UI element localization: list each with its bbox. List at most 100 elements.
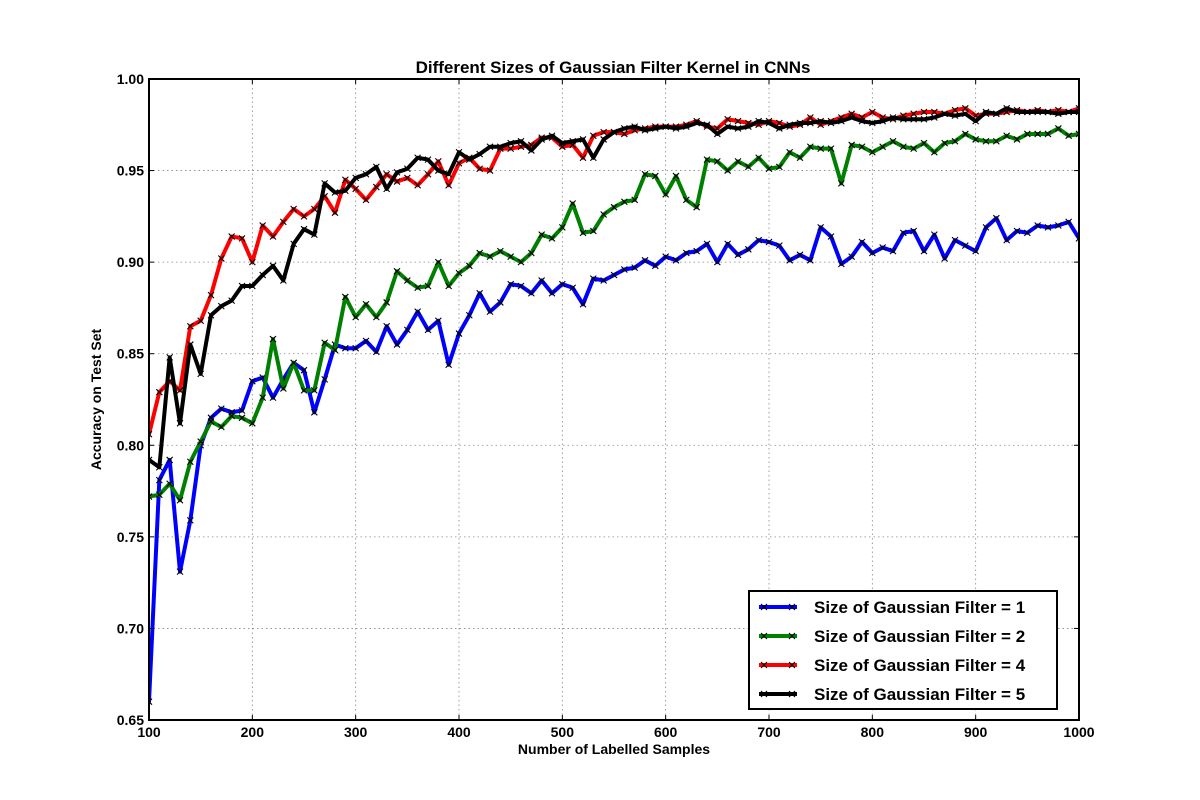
data-point: [310, 408, 318, 416]
data-point: [941, 255, 949, 262]
data-point: [517, 282, 525, 290]
data-point: [1054, 125, 1062, 132]
legend-label: Size of Gaussian Filter = 5: [814, 685, 1025, 704]
data-point: [465, 156, 473, 163]
data-point: [744, 123, 752, 131]
x-tick-label: 500: [551, 724, 575, 740]
data-point: [486, 253, 494, 261]
data-point: [858, 117, 866, 125]
data-point: [1075, 130, 1079, 138]
y-tick-label: 0.65: [117, 712, 144, 728]
data-point: [507, 145, 515, 152]
data-point: [352, 344, 360, 352]
data-point: [455, 159, 463, 167]
data-point: [703, 240, 711, 248]
data-point: [217, 423, 225, 431]
data-point: [589, 275, 597, 283]
data-point: [269, 233, 277, 240]
data-point: [393, 267, 401, 275]
data-point: [465, 262, 473, 270]
data-point: [352, 185, 360, 193]
data-point: [434, 317, 442, 325]
data-point: [207, 291, 215, 299]
data-point: [166, 456, 174, 464]
data-point: [662, 123, 670, 131]
data-point: [310, 205, 318, 213]
data-point: [403, 326, 411, 334]
y-tick-label: 0.95: [117, 163, 144, 179]
data-point: [362, 300, 370, 308]
data-point: [889, 247, 897, 255]
data-point: [868, 249, 876, 257]
data-point: [1023, 229, 1031, 237]
legend-item: Size of Gaussian Filter = 5: [759, 685, 1025, 704]
x-tick-label: 700: [757, 724, 781, 740]
data-point: [951, 236, 959, 244]
data-point: [238, 407, 246, 414]
data-point: [403, 277, 411, 284]
legend-marker: [788, 632, 796, 640]
data-point: [517, 258, 525, 266]
data-point: [672, 172, 680, 180]
data-point: [197, 438, 205, 446]
data-point: [786, 256, 794, 264]
data-point: [372, 348, 380, 356]
data-point: [300, 212, 308, 220]
data-point: [651, 262, 659, 270]
data-point: [786, 148, 794, 156]
data-point: [817, 117, 825, 125]
data-point: [331, 346, 339, 354]
x-tick-label: 900: [964, 724, 988, 740]
data-point: [1044, 108, 1052, 116]
data-point: [279, 385, 287, 392]
data-point: [393, 341, 401, 348]
data-point: [517, 137, 525, 145]
data-point: [176, 496, 184, 504]
data-point: [1034, 130, 1042, 138]
data-point: [961, 110, 969, 118]
x-axis-title: Number of Labelled Samples: [518, 741, 710, 757]
data-point: [155, 388, 163, 396]
legend-label: Size of Gaussian Filter = 1: [814, 598, 1025, 617]
legend-marker: [788, 603, 796, 611]
data-point: [155, 463, 163, 471]
data-point: [149, 456, 153, 464]
data-point: [755, 117, 763, 125]
y-axis-title: Accuracy on Test Set: [88, 328, 104, 470]
data-point: [724, 240, 732, 248]
data-point: [589, 132, 597, 140]
data-point: [775, 242, 783, 250]
data-point: [765, 165, 773, 173]
data-point: [972, 136, 980, 143]
data-point: [755, 154, 763, 162]
data-point: [186, 516, 194, 524]
data-point: [207, 311, 215, 319]
data-point: [620, 130, 628, 138]
data-point: [941, 110, 949, 118]
data-point: [228, 233, 236, 240]
data-point: [569, 137, 577, 145]
data-point: [527, 289, 535, 297]
data-point: [899, 229, 907, 237]
data-point: [579, 229, 587, 237]
data-point: [445, 181, 453, 189]
data-point: [806, 119, 814, 127]
data-point: [817, 223, 825, 231]
data-point: [290, 359, 298, 367]
data-point: [682, 196, 690, 204]
data-point: [321, 339, 329, 347]
data-point: [548, 132, 556, 140]
data-point: [486, 308, 494, 315]
data-point: [424, 282, 432, 290]
data-point: [610, 271, 618, 279]
data-point: [1044, 130, 1052, 138]
data-point: [548, 289, 556, 297]
data-point: [290, 240, 298, 248]
data-point: [600, 136, 608, 143]
legend-marker: [760, 661, 768, 669]
data-point: [693, 119, 701, 127]
data-point: [734, 125, 742, 132]
data-point: [930, 148, 938, 156]
data-point: [321, 375, 329, 383]
data-point: [713, 258, 721, 266]
